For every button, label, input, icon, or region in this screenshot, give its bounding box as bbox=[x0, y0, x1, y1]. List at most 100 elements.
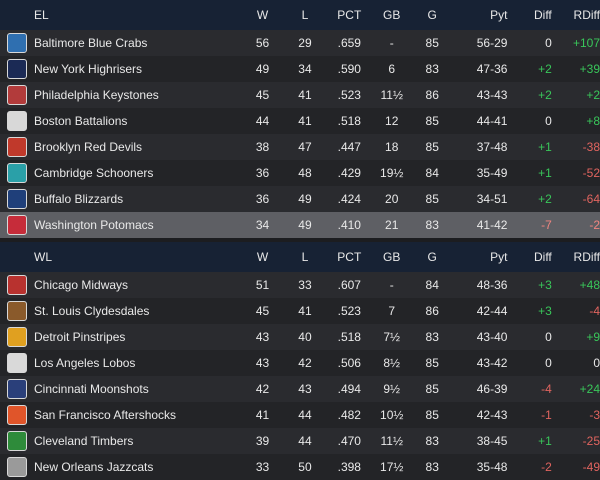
col-g[interactable]: G bbox=[427, 250, 437, 264]
team-name[interactable]: Buffalo Blizzards bbox=[34, 192, 124, 206]
table-row[interactable]: Brooklyn Red Devils 38 47 .447 18 85 37-48 +1 -3… bbox=[0, 134, 600, 160]
pct: .482 bbox=[337, 408, 361, 422]
col-l[interactable]: L bbox=[301, 250, 309, 264]
col-gb[interactable]: GB bbox=[383, 250, 401, 264]
pct: .424 bbox=[337, 192, 361, 206]
games-back: 21 bbox=[385, 218, 399, 232]
run-diff: +48 bbox=[579, 278, 600, 292]
table-row[interactable]: Cambridge Schooners 36 48 .429 19½ 84 35-49 +1 -… bbox=[0, 160, 600, 186]
run-diff: 0 bbox=[593, 356, 600, 370]
diff: 0 bbox=[545, 356, 552, 370]
table-row[interactable]: San Francisco Aftershocks 41 44 .482 10½ 85 42… bbox=[0, 402, 600, 428]
wins: 49 bbox=[255, 62, 270, 76]
col-l[interactable]: L bbox=[301, 8, 309, 22]
pythag: 37-48 bbox=[476, 140, 508, 154]
team-name[interactable]: Chicago Midways bbox=[34, 278, 129, 292]
wins: 39 bbox=[255, 434, 270, 448]
team-name[interactable]: Cleveland Timbers bbox=[34, 434, 134, 448]
pct: .506 bbox=[337, 356, 361, 370]
blizzard-logo bbox=[7, 189, 27, 209]
table-row[interactable]: Philadelphia Keystones 45 41 .523 11½ 86 43-43… bbox=[0, 82, 600, 108]
col-w[interactable]: W bbox=[256, 250, 269, 264]
team-name[interactable]: Boston Battalions bbox=[34, 114, 128, 128]
losses: 47 bbox=[298, 140, 312, 154]
table-row[interactable]: New Orleans Jazzcats 33 50 .398 17½ 83 35-48 -2… bbox=[0, 454, 600, 480]
wins: 33 bbox=[255, 460, 270, 474]
games-back: 7 bbox=[388, 304, 396, 318]
losses: 40 bbox=[298, 330, 312, 344]
col-rdiff[interactable]: RDiff bbox=[573, 250, 600, 264]
col-pyt[interactable]: Pyt bbox=[490, 250, 508, 264]
midway-logo bbox=[7, 275, 27, 295]
games: 83 bbox=[425, 434, 439, 448]
aftershock-logo bbox=[7, 405, 27, 425]
team-name[interactable]: Baltimore Blue Crabs bbox=[34, 36, 148, 50]
run-diff: +39 bbox=[579, 62, 600, 76]
team-name[interactable]: New Orleans Jazzcats bbox=[34, 460, 154, 474]
wins: 43 bbox=[255, 330, 270, 344]
diff: -1 bbox=[541, 408, 552, 422]
col-rdiff[interactable]: RDiff bbox=[573, 8, 600, 22]
col-pct[interactable]: PCT bbox=[337, 8, 362, 22]
run-diff: -38 bbox=[582, 140, 600, 154]
col-w[interactable]: W bbox=[256, 8, 269, 22]
table-row[interactable]: New York Highrisers 49 34 .590 6 83 47-36 +2 +39 bbox=[0, 56, 600, 82]
games: 84 bbox=[425, 166, 439, 180]
pct: .590 bbox=[337, 62, 361, 76]
team-name[interactable]: New York Highrisers bbox=[34, 62, 143, 76]
games-back: 17½ bbox=[380, 460, 404, 474]
table-row[interactable]: Cincinnati Moonshots 42 43 .494 9½ 85 46-39 -4 +… bbox=[0, 376, 600, 402]
pythag: 34-51 bbox=[476, 192, 508, 206]
losses: 49 bbox=[298, 192, 312, 206]
team-name[interactable]: St. Louis Clydesdales bbox=[34, 304, 150, 318]
games: 83 bbox=[425, 62, 439, 76]
pct: .470 bbox=[337, 434, 361, 448]
team-name[interactable]: Philadelphia Keystones bbox=[34, 88, 159, 102]
diff: +1 bbox=[538, 434, 552, 448]
col-pct[interactable]: PCT bbox=[337, 250, 362, 264]
team-name[interactable]: Detroit Pinstripes bbox=[34, 330, 126, 344]
wl-rows: Chicago Midways 51 33 .607 - 84 48-36 +3 +48 St. … bbox=[0, 272, 600, 480]
team-name[interactable]: Los Angeles Lobos bbox=[34, 356, 136, 370]
team-name[interactable]: Cambridge Schooners bbox=[34, 166, 154, 180]
timber-logo bbox=[7, 431, 27, 451]
team-name[interactable]: Cincinnati Moonshots bbox=[34, 382, 149, 396]
league-label[interactable]: WL bbox=[34, 250, 52, 264]
col-diff[interactable]: Diff bbox=[533, 8, 552, 22]
games-back: - bbox=[389, 36, 394, 50]
pct: .523 bbox=[337, 88, 361, 102]
col-pyt[interactable]: Pyt bbox=[490, 8, 508, 22]
pythag: 35-49 bbox=[476, 166, 508, 180]
standings-header-wl: WL W L PCT GB G Pyt Diff RDiff bbox=[0, 242, 600, 272]
table-row[interactable]: Boston Battalions 44 41 .518 12 85 44-41 0 +8 bbox=[0, 108, 600, 134]
table-row[interactable]: Baltimore Blue Crabs 56 29 .659 - 85 56-29 0 +10… bbox=[0, 30, 600, 56]
team-name[interactable]: San Francisco Aftershocks bbox=[34, 408, 177, 422]
pct: .523 bbox=[337, 304, 361, 318]
wins: 44 bbox=[255, 114, 270, 128]
col-gb[interactable]: GB bbox=[383, 8, 401, 22]
losses: 41 bbox=[298, 88, 312, 102]
games-back: 8½ bbox=[383, 356, 401, 370]
table-row[interactable]: St. Louis Clydesdales 45 41 .523 7 86 42-44 +3 -… bbox=[0, 298, 600, 324]
run-diff: -64 bbox=[582, 192, 600, 206]
league-label[interactable]: EL bbox=[34, 8, 49, 22]
col-diff[interactable]: Diff bbox=[533, 250, 552, 264]
table-row[interactable]: Chicago Midways 51 33 .607 - 84 48-36 +3 +48 bbox=[0, 272, 600, 298]
table-row[interactable]: Detroit Pinstripes 43 40 .518 7½ 83 43-40 0 +9 bbox=[0, 324, 600, 350]
games-back: 19½ bbox=[380, 166, 404, 180]
team-name[interactable]: Washington Potomacs bbox=[34, 218, 154, 232]
col-g[interactable]: G bbox=[427, 8, 437, 22]
pythag: 41-42 bbox=[476, 218, 508, 232]
standings-wl: WL W L PCT GB G Pyt Diff RDiff Chicago M… bbox=[0, 242, 600, 480]
table-row[interactable]: Washington Potomacs 34 49 .410 21 83 41-42 -7 -2 bbox=[0, 212, 600, 238]
diff: 0 bbox=[545, 330, 552, 344]
wins: 45 bbox=[255, 88, 270, 102]
games-back: 11½ bbox=[380, 434, 403, 448]
losses: 48 bbox=[298, 166, 312, 180]
table-row[interactable]: Cleveland Timbers 39 44 .470 11½ 83 38-45 +1 -25 bbox=[0, 428, 600, 454]
team-name[interactable]: Brooklyn Red Devils bbox=[34, 140, 143, 154]
table-row[interactable]: Buffalo Blizzards 36 49 .424 20 85 34-51 +2 -64 bbox=[0, 186, 600, 212]
losses: 41 bbox=[298, 114, 312, 128]
games: 83 bbox=[425, 460, 439, 474]
table-row[interactable]: Los Angeles Lobos 43 42 .506 8½ 85 43-42 0 0 bbox=[0, 350, 600, 376]
